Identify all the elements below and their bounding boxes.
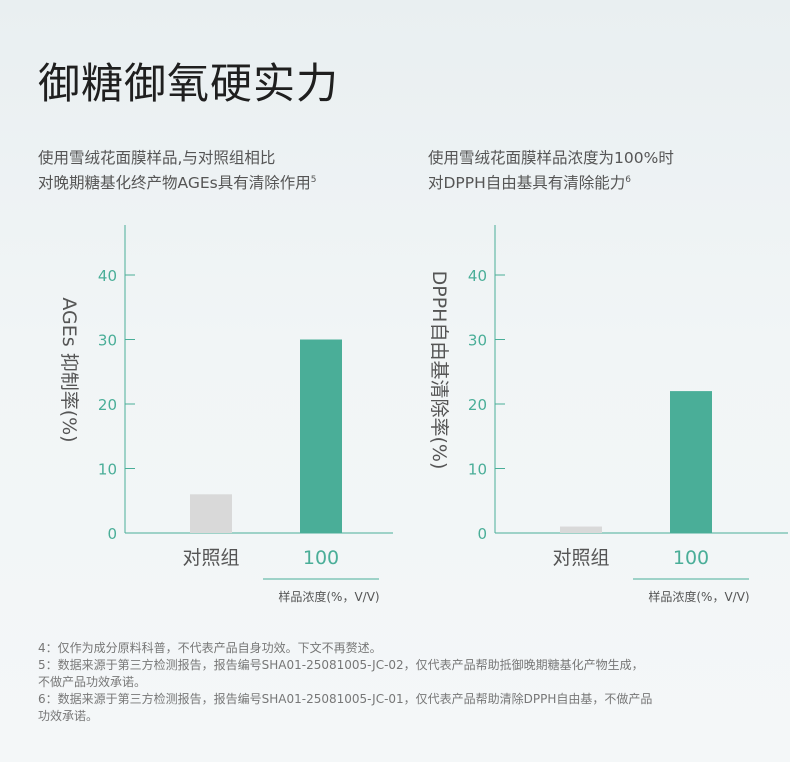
y-tick-label: 30 (98, 332, 117, 350)
chart-1-description: 使用雪绒花面膜样品,与对照组相比 对晚期糖基化终产物AGEs具有清除作用5 (38, 147, 316, 194)
y-tick-label: 10 (468, 461, 487, 479)
y-tick-label: 20 (98, 396, 117, 414)
y-tick-label: 30 (468, 332, 487, 350)
y-tick-label: 40 (468, 267, 487, 285)
chart-2-description-line-2-text: 对DPPH自由基具有清除能力 (428, 174, 626, 193)
y-tick-label: 20 (468, 396, 487, 414)
x-category-label: 100 (303, 547, 339, 569)
bar-sample (300, 339, 342, 533)
footnote-5-continued: 不做产品功效承诺。 (38, 675, 147, 689)
chart-1-description-line-1: 使用雪绒花面膜样品,与对照组相比 (38, 149, 276, 167)
chart-2-description-line-1: 使用雪绒花面膜样品浓度为100%时 (428, 149, 674, 167)
footnote-ref-5: 5 (310, 175, 317, 185)
ages-inhibition-bar-chart: 0 10 20 30 40 AGEs 抑制率(%) 对照组 100 样品浓度(%，V/V) (58, 225, 393, 604)
footnote-4: 4：仅作为成分原料科普，不代表产品自身功效。下文不再赘述。 (38, 641, 382, 655)
bar-control (190, 494, 232, 533)
dpph-scavenging-bar-chart: 0 10 20 30 40 DPPH自由基清除率(%) 对照组 100 样品浓度(%，V/V) (428, 225, 788, 604)
footnote-5: 5：数据来源于第三方检测报告，报告编号SHA01-25081005-JC-02，… (38, 658, 644, 672)
x-axis-label: 样品浓度(%，V/V) (278, 589, 379, 604)
x-category-label: 对照组 (182, 547, 239, 569)
chart-1-description-line-2: 对晚期糖基化终产物AGEs具有清除作用5 (38, 169, 316, 194)
y-tick-label: 40 (98, 267, 117, 285)
x-category-label: 对照组 (552, 547, 609, 569)
y-tick-label: 0 (477, 525, 487, 543)
y-tick-label: 10 (98, 461, 117, 479)
bar-sample (670, 391, 712, 533)
y-tick-label: 0 (107, 525, 117, 543)
chart-1-description-line-2-text: 对晚期糖基化终产物AGEs具有清除作用 (38, 174, 311, 193)
x-category-label: 100 (673, 547, 709, 569)
chart-2-description: 使用雪绒花面膜样品浓度为100%时 对DPPH自由基具有清除能力6 (428, 147, 674, 194)
footnote-ref-6: 6 (625, 175, 632, 185)
x-axis-label: 样品浓度(%，V/V) (648, 589, 749, 604)
y-axis-label: DPPH自由基清除率(%) (428, 271, 450, 470)
y-axis-label: AGEs 抑制率(%) (58, 297, 80, 442)
bar-control (560, 526, 602, 533)
footnote-6: 6：数据来源于第三方检测报告，报告编号SHA01-25081005-JC-01，… (38, 692, 653, 706)
footnote-6-continued: 功效承诺。 (38, 709, 99, 723)
chart-2-description-line-2: 对DPPH自由基具有清除能力6 (428, 169, 674, 194)
page-title: 御糖御氧硬实力 (38, 59, 340, 108)
footnotes: 4：仅作为成分原料科普，不代表产品自身功效。下文不再赘述。 5：数据来源于第三方… (38, 640, 758, 725)
